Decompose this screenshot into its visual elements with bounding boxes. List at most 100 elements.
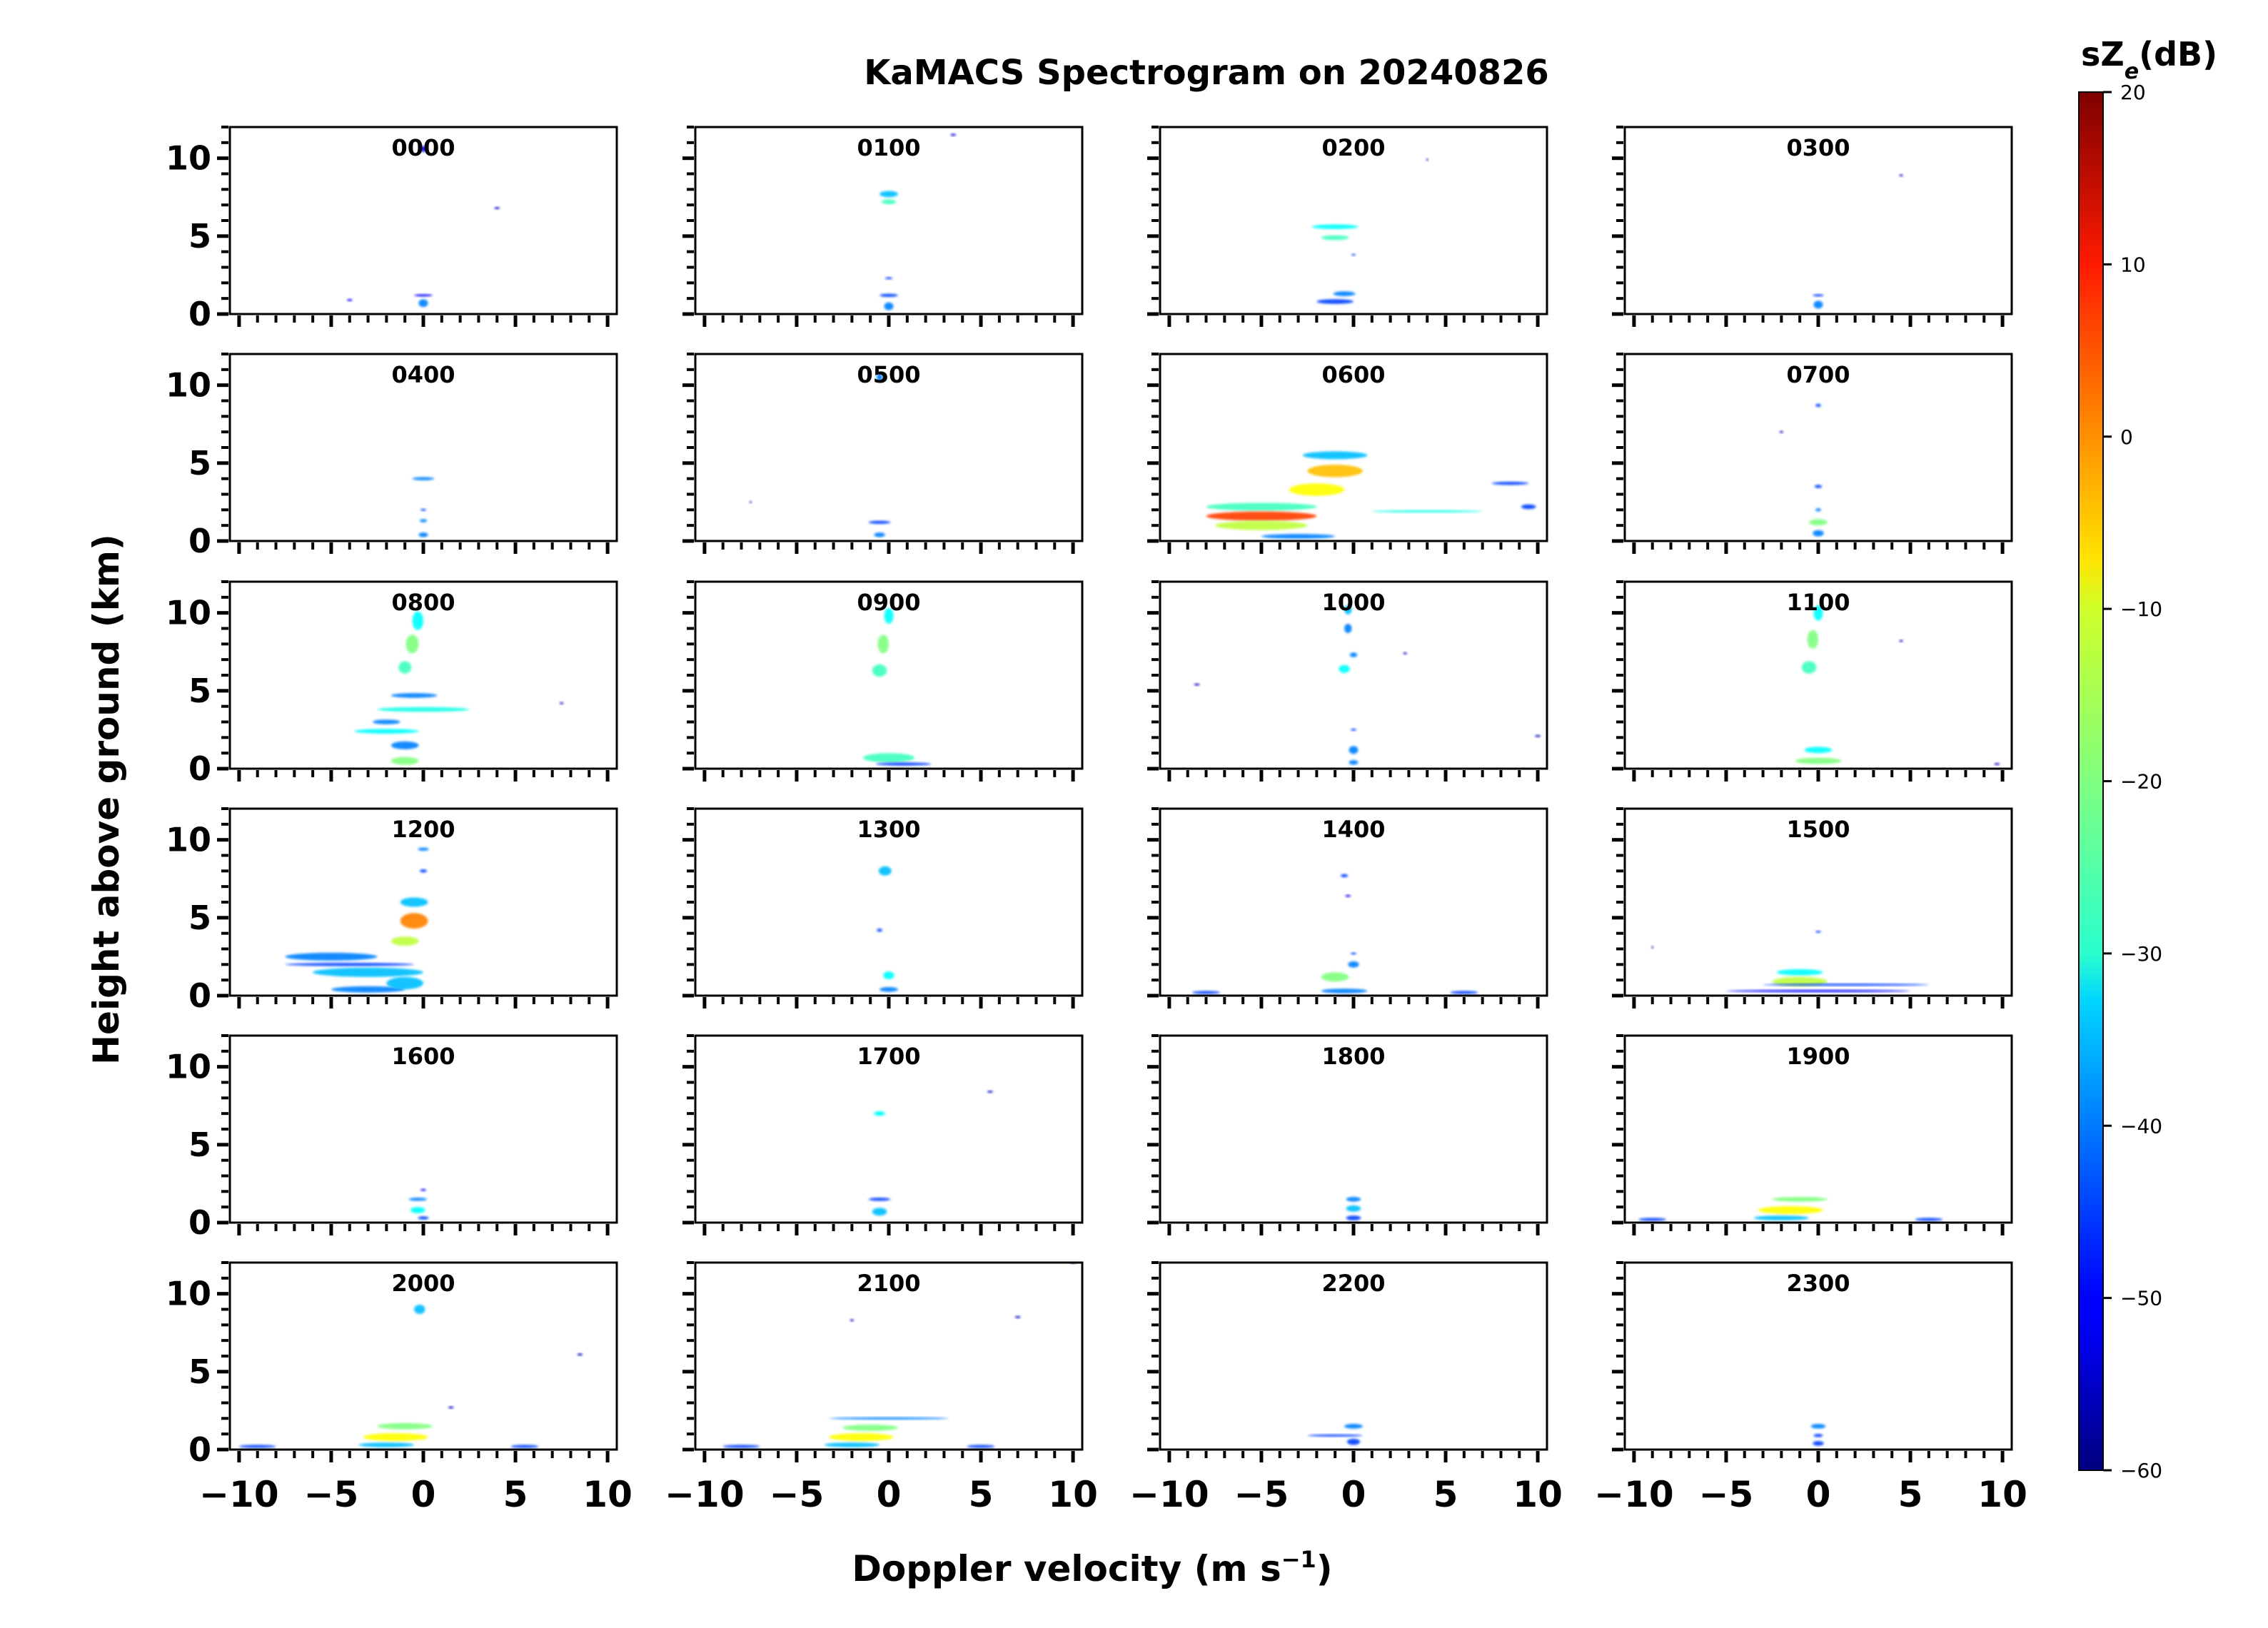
panel-1600: 1600 0 5 10 [166, 1034, 618, 1242]
panel-0200-echoes [1311, 158, 1428, 304]
echo-1800-0 [1346, 1197, 1361, 1202]
panel-1500-frame [1623, 807, 2013, 997]
panel-1600-echoes [408, 1188, 429, 1220]
echo-1400-7 [1450, 991, 1478, 994]
echo-1000-8 [1349, 760, 1359, 765]
echo-0700-1 [1779, 430, 1783, 433]
echo-1100-6 [1994, 763, 2000, 765]
echo-1000-2 [1349, 652, 1358, 657]
colorbar-label-sub: e [2125, 59, 2139, 84]
echo-0000-0 [420, 146, 426, 153]
echo-0200-4 [1333, 291, 1356, 296]
echo-0000-2 [414, 294, 433, 297]
echo-0100-2 [881, 199, 897, 205]
echo-2100-8 [967, 1445, 995, 1448]
echo-0800-3 [390, 693, 438, 698]
panel-0600-echoes [1206, 451, 1536, 539]
panel-1900-echoes [1638, 1197, 1943, 1221]
panel-0200: 0200 [1147, 126, 1548, 327]
panel-label: 1200 [391, 816, 455, 843]
echo-1100-1 [1807, 630, 1818, 649]
panel-1100-frame [1623, 580, 2013, 770]
panel-0900: 0900 [682, 580, 1084, 782]
colorbar-tick-label: −30 [2120, 942, 2162, 966]
echo-1100-3 [1899, 639, 1903, 642]
panel-label: 1000 [1321, 589, 1385, 616]
echo-0600-8 [1491, 482, 1529, 485]
echo-0800-4 [377, 707, 470, 712]
echo-1300-1 [877, 929, 882, 932]
x-axis-label: Doppler velocity (m s−1) [852, 1546, 1332, 1589]
echo-0700-4 [1809, 519, 1828, 526]
panel-0800-echoes [354, 611, 564, 765]
echo-1000-9 [1535, 734, 1541, 737]
echo-0000-1 [494, 207, 500, 209]
panel-1100-echoes [1795, 605, 2000, 765]
colorbar-label-main: sZ [2081, 35, 2125, 74]
y-tick-label: 0 [188, 522, 211, 560]
echo-2100-5 [829, 1433, 894, 1441]
panel-2000-frame [228, 1261, 618, 1451]
panel-1300-echoes [877, 866, 898, 992]
echo-0900-1 [877, 634, 889, 654]
panel-1500: 1500 [1612, 807, 2013, 1008]
panel-label: 2300 [1786, 1270, 1850, 1297]
panel-label: 2100 [857, 1270, 920, 1297]
echo-0800-9 [560, 702, 564, 704]
panel-0900-frame [694, 580, 1084, 770]
colorbar-tick-label: −50 [2120, 1287, 2162, 1310]
echo-0600-2 [1289, 483, 1345, 496]
panel-1400: 1400 [1147, 807, 1548, 1008]
echo-0200-2 [1321, 235, 1349, 241]
panel-1800-echoes [1346, 1197, 1361, 1220]
y-tick-label: 10 [166, 139, 211, 178]
panel-1300-frame [694, 807, 1084, 997]
echo-1000-3 [1339, 664, 1350, 673]
y-tick-label: 0 [188, 295, 211, 333]
panel-0800: 0800 0 5 10 [166, 580, 618, 788]
echo-2100-4 [842, 1425, 898, 1431]
echo-1200-1 [419, 869, 428, 873]
colorbar-tick-label: −40 [2120, 1114, 2162, 1138]
panel-1000-frame [1159, 580, 1548, 770]
y-tick-label: 5 [188, 899, 211, 937]
echo-1400-3 [1348, 961, 1359, 968]
echo-2300-2 [1813, 1441, 1824, 1446]
x-tick-label: −10 [1129, 1474, 1209, 1515]
x-tick-label: −5 [1699, 1474, 1754, 1515]
panel-1900: 1900 [1612, 1034, 2013, 1235]
x-axis-label-text: Doppler velocity (m s [852, 1548, 1281, 1589]
panel-0200-frame [1159, 126, 1548, 315]
panel-label: 0000 [391, 134, 455, 161]
echo-0800-7 [390, 741, 419, 749]
colorbar-tick-label: −60 [2120, 1459, 2162, 1482]
echo-1200-2 [400, 897, 428, 907]
x-tick-label: 10 [1977, 1474, 2027, 1515]
panel-2100-echoes [722, 1263, 1076, 1448]
echo-0400-1 [420, 508, 426, 511]
echo-2000-2 [577, 1353, 583, 1356]
echo-2100-7 [722, 1445, 760, 1448]
panel-label: 1400 [1321, 816, 1385, 843]
y-tick-label: 10 [166, 366, 211, 405]
echo-2100-0 [850, 1319, 854, 1322]
panel-0100-frame [694, 126, 1084, 315]
echo-0500-2 [868, 520, 891, 524]
panel-label: 0200 [1321, 134, 1385, 161]
colorbar-label: sZe(dB) [2081, 35, 2217, 84]
y-tick-label: 5 [188, 1126, 211, 1164]
echo-2200-1 [1307, 1434, 1363, 1437]
x-tick-label: −5 [304, 1474, 359, 1515]
panel-label: 1600 [391, 1043, 455, 1070]
x-tick-label: −5 [1234, 1474, 1289, 1515]
panel-1700-frame [694, 1034, 1084, 1224]
panel-2000-echoes [238, 1305, 583, 1448]
echo-0100-4 [880, 293, 898, 297]
x-tick-label: 5 [1898, 1474, 1923, 1515]
echo-1200-6 [285, 963, 415, 966]
echo-0900-4 [875, 762, 932, 766]
x-tick-label: 5 [969, 1474, 994, 1515]
echo-0700-2 [1814, 485, 1823, 488]
panel-1000: 1000 [1147, 580, 1548, 782]
